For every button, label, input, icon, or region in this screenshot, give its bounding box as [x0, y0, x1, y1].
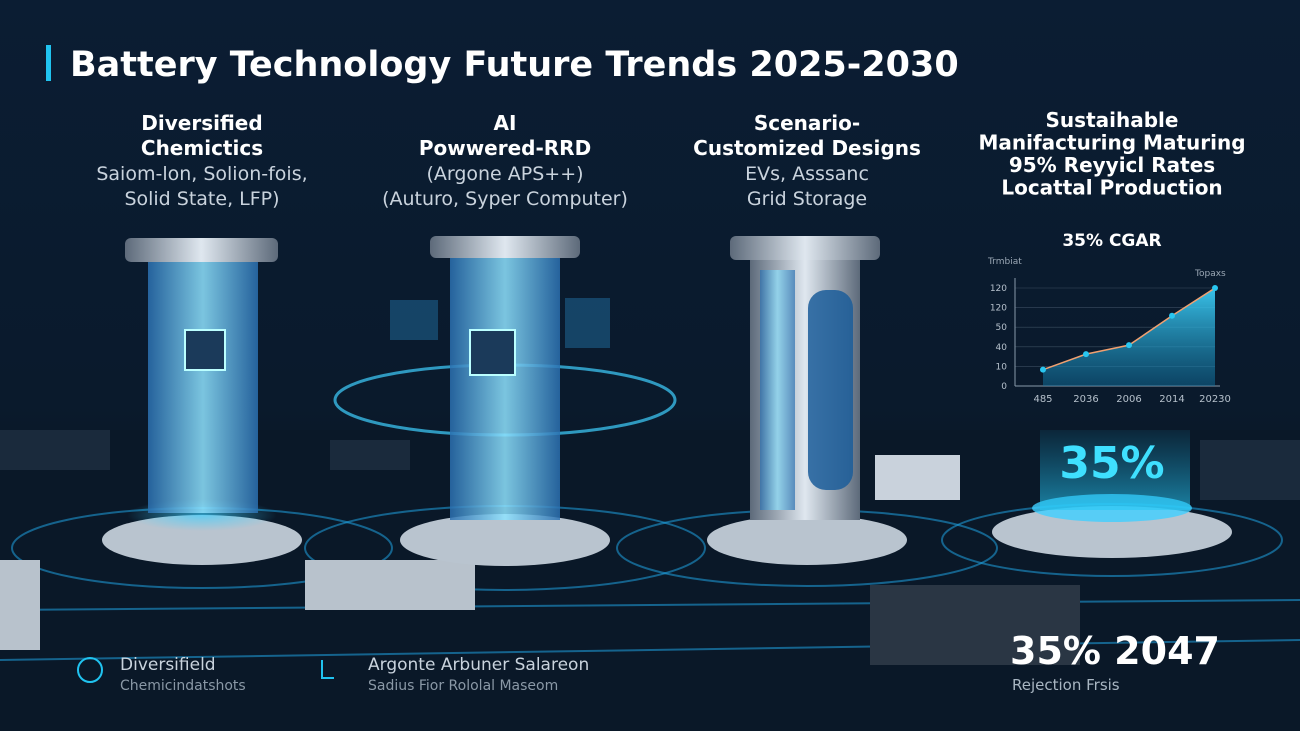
- point: [1212, 285, 1218, 291]
- column-heading: AI: [494, 111, 517, 135]
- point: [1040, 366, 1046, 373]
- column-detail: (Argone APS++): [426, 163, 583, 185]
- pillar-1: [102, 238, 302, 565]
- x-tick-label: 20230: [1199, 394, 1231, 405]
- column-detail: Solid State, LFP): [124, 188, 279, 210]
- area: [1043, 288, 1215, 386]
- footer-subtitle: Sadius Fior Rololal Maseom: [368, 678, 558, 694]
- hologram-value: 35%: [1059, 438, 1164, 489]
- y-tick-label: 50: [996, 323, 1008, 333]
- footer-icon: [321, 660, 334, 679]
- column-detail: Saiom-lon, Solion-fois,: [96, 163, 307, 185]
- title: Battery Technology Future Trends 2025-20…: [70, 45, 959, 85]
- column-heading: Powwered-RRD: [419, 136, 591, 160]
- footer-title: Diversifield: [120, 655, 216, 675]
- column-heading: Scenario-: [754, 111, 860, 135]
- buildings: [0, 430, 1300, 665]
- stat-caption: Rejection Frsis: [1012, 676, 1120, 694]
- stat-value: 35% 2047: [1010, 629, 1220, 673]
- point: [1169, 312, 1175, 319]
- hologram-base: [992, 430, 1232, 558]
- column-detail: Grid Storage: [747, 188, 867, 210]
- y-tick-label: 0: [1001, 382, 1007, 392]
- column-heading: Diversified: [141, 111, 262, 135]
- column-detail: 95% Reyyicl Rates: [1009, 153, 1215, 177]
- column-detail: Locattal Production: [1001, 176, 1222, 200]
- y2-axis-label: Topaxs: [1194, 269, 1226, 279]
- pillar-2: [333, 236, 677, 566]
- y-tick-label: 120: [990, 284, 1007, 294]
- x-tick-label: 2006: [1116, 394, 1141, 405]
- column-heading: Sustaihable: [1046, 108, 1179, 132]
- point: [1126, 342, 1132, 349]
- footer-subtitle: Chemicindatshots: [120, 678, 246, 694]
- pillar-3: [707, 236, 907, 565]
- chart-title: 35% CGAR: [1062, 231, 1161, 251]
- footer-icon: [77, 657, 103, 683]
- point: [1083, 351, 1089, 358]
- title-accent: [46, 45, 51, 81]
- footer-title: Argonte Arbuner Salareon: [368, 655, 589, 675]
- mini-chart: 35% CGAR Trmbiat Topaxs 120 120 50 40 10 0 485 203…: [987, 231, 1231, 405]
- x-tick-label: 2036: [1073, 394, 1098, 405]
- column-detail: (Auturo, Syper Computer): [382, 188, 628, 210]
- column-heading: Manifacturing Maturing: [978, 131, 1245, 155]
- x-tick-label: 2014: [1159, 394, 1184, 405]
- column-detail: EVs, Asssanc: [745, 163, 869, 185]
- y-tick-label: 10: [996, 362, 1008, 372]
- column-heading: Customized Designs: [693, 136, 921, 160]
- y-tick-label: 40: [996, 343, 1008, 353]
- x-tick-label: 485: [1033, 394, 1052, 405]
- y-axis-label: Trmbiat: [987, 257, 1022, 267]
- column-heading: Chemictics: [141, 136, 263, 160]
- y-tick-label: 120: [990, 304, 1007, 314]
